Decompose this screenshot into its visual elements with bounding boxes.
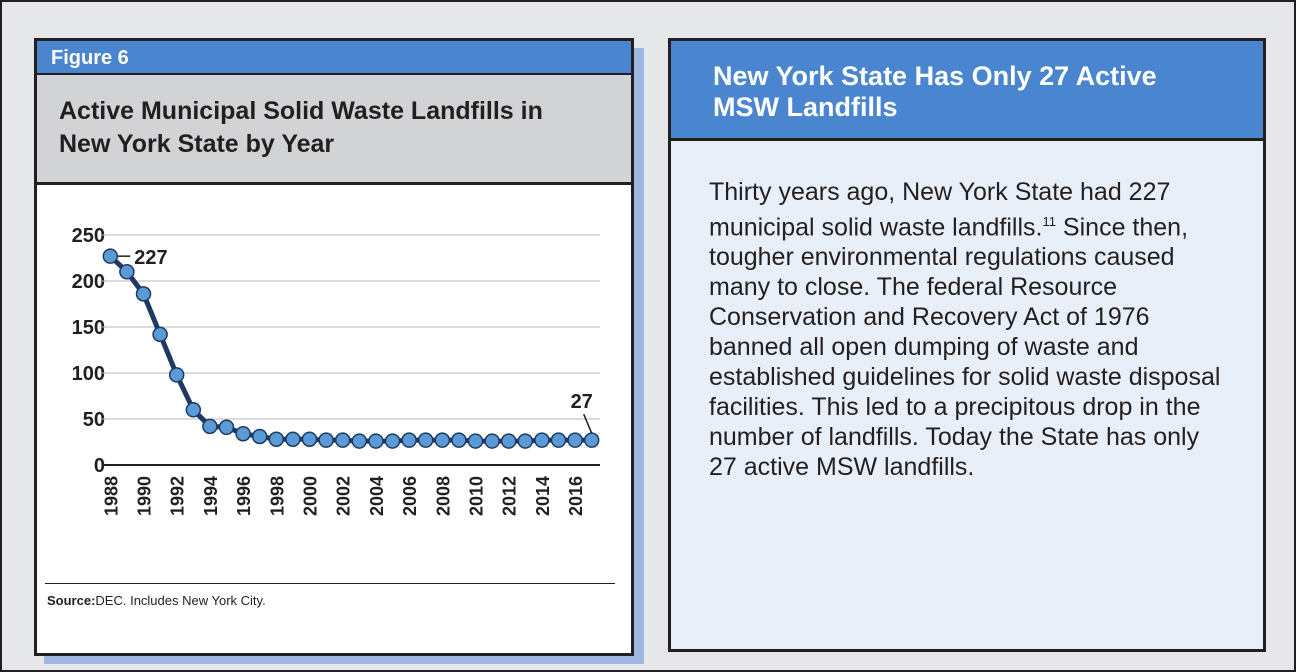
data-point — [517, 433, 534, 449]
figure-label: Figure 6 — [37, 41, 631, 75]
data-point — [417, 432, 434, 448]
data-point — [368, 433, 384, 449]
x-tick-label: 2002 — [334, 476, 354, 516]
data-point — [102, 248, 119, 264]
data-label: 27 — [571, 391, 593, 413]
data-point — [135, 286, 152, 302]
x-tick-label: 2014 — [533, 476, 553, 516]
y-tick-label: 0 — [94, 455, 105, 477]
data-point — [384, 433, 401, 449]
data-point — [500, 433, 517, 449]
data-point — [268, 431, 285, 447]
data-point — [301, 431, 318, 447]
data-point — [583, 432, 600, 448]
x-tick-label: 2006 — [400, 476, 420, 516]
chart: 0 50 100 150 200 250 1988 1990 1992 1994 1996 1998 2… — [72, 225, 600, 516]
figure-panel: Figure 6 Active Municipal Solid Waste La… — [34, 38, 634, 656]
data-point — [534, 432, 550, 448]
x-tick-label: 1990 — [135, 476, 155, 516]
data-line — [108, 254, 592, 444]
x-tick-label: 2010 — [467, 476, 487, 516]
data-point — [168, 367, 185, 383]
data-point — [467, 433, 484, 449]
data-point — [285, 431, 301, 447]
source-text: DEC. Includes New York City. — [95, 593, 266, 608]
data-point — [218, 419, 235, 436]
sidebar-body: Thirty years ago, New York State had 227… — [709, 177, 1229, 482]
y-tick-label: 200 — [72, 271, 105, 293]
data-point — [567, 432, 583, 448]
data-point — [318, 432, 334, 448]
body-text: Thirty years ago, New York State had 227… — [709, 178, 1171, 242]
sidebar: New York State Has Only 27 Active MSW La… — [668, 38, 1266, 652]
x-tick-label: 2016 — [566, 476, 586, 516]
x-tick-label: 2012 — [500, 476, 520, 516]
y-tick-label: 150 — [72, 317, 105, 339]
data-point — [434, 432, 451, 448]
data-point — [185, 402, 202, 418]
x-tick-label: 2004 — [367, 476, 387, 516]
x-tick-label: 2008 — [433, 476, 453, 516]
leader-line — [583, 413, 593, 434]
y-tick-label: 250 — [72, 225, 105, 247]
source: Source:DEC. Includes New York City. — [47, 593, 266, 608]
data-point — [235, 425, 251, 442]
body-text: Since then, tougher environmental regula… — [709, 213, 1221, 482]
data-point — [451, 432, 467, 448]
x-tick-label: 1988 — [101, 476, 121, 516]
data-point — [334, 432, 351, 448]
x-tick-label: 2000 — [301, 476, 321, 516]
chart-title: Active Municipal Solid Waste Landfills i… — [37, 75, 631, 185]
footnote-ref: 11 — [1042, 214, 1056, 229]
source-rule — [45, 583, 615, 584]
data-point — [251, 428, 268, 445]
source-label: Source: — [47, 593, 96, 608]
y-tick-label: 100 — [72, 363, 105, 385]
data-point — [351, 433, 368, 449]
data-label: 227 — [134, 247, 167, 269]
data-point — [484, 433, 500, 449]
data-point — [119, 264, 135, 280]
data-point — [401, 432, 417, 448]
x-tick-label: 1998 — [267, 476, 287, 516]
data-point — [152, 326, 168, 343]
x-tick-label: 1992 — [168, 476, 188, 516]
sidebar-title: New York State Has Only 27 Active MSW La… — [671, 41, 1263, 141]
x-tick-label: 1996 — [234, 476, 254, 516]
data-point — [550, 432, 567, 448]
x-tick-label: 1994 — [201, 476, 221, 516]
data-point — [202, 418, 218, 435]
y-tick-label: 50 — [83, 409, 105, 431]
